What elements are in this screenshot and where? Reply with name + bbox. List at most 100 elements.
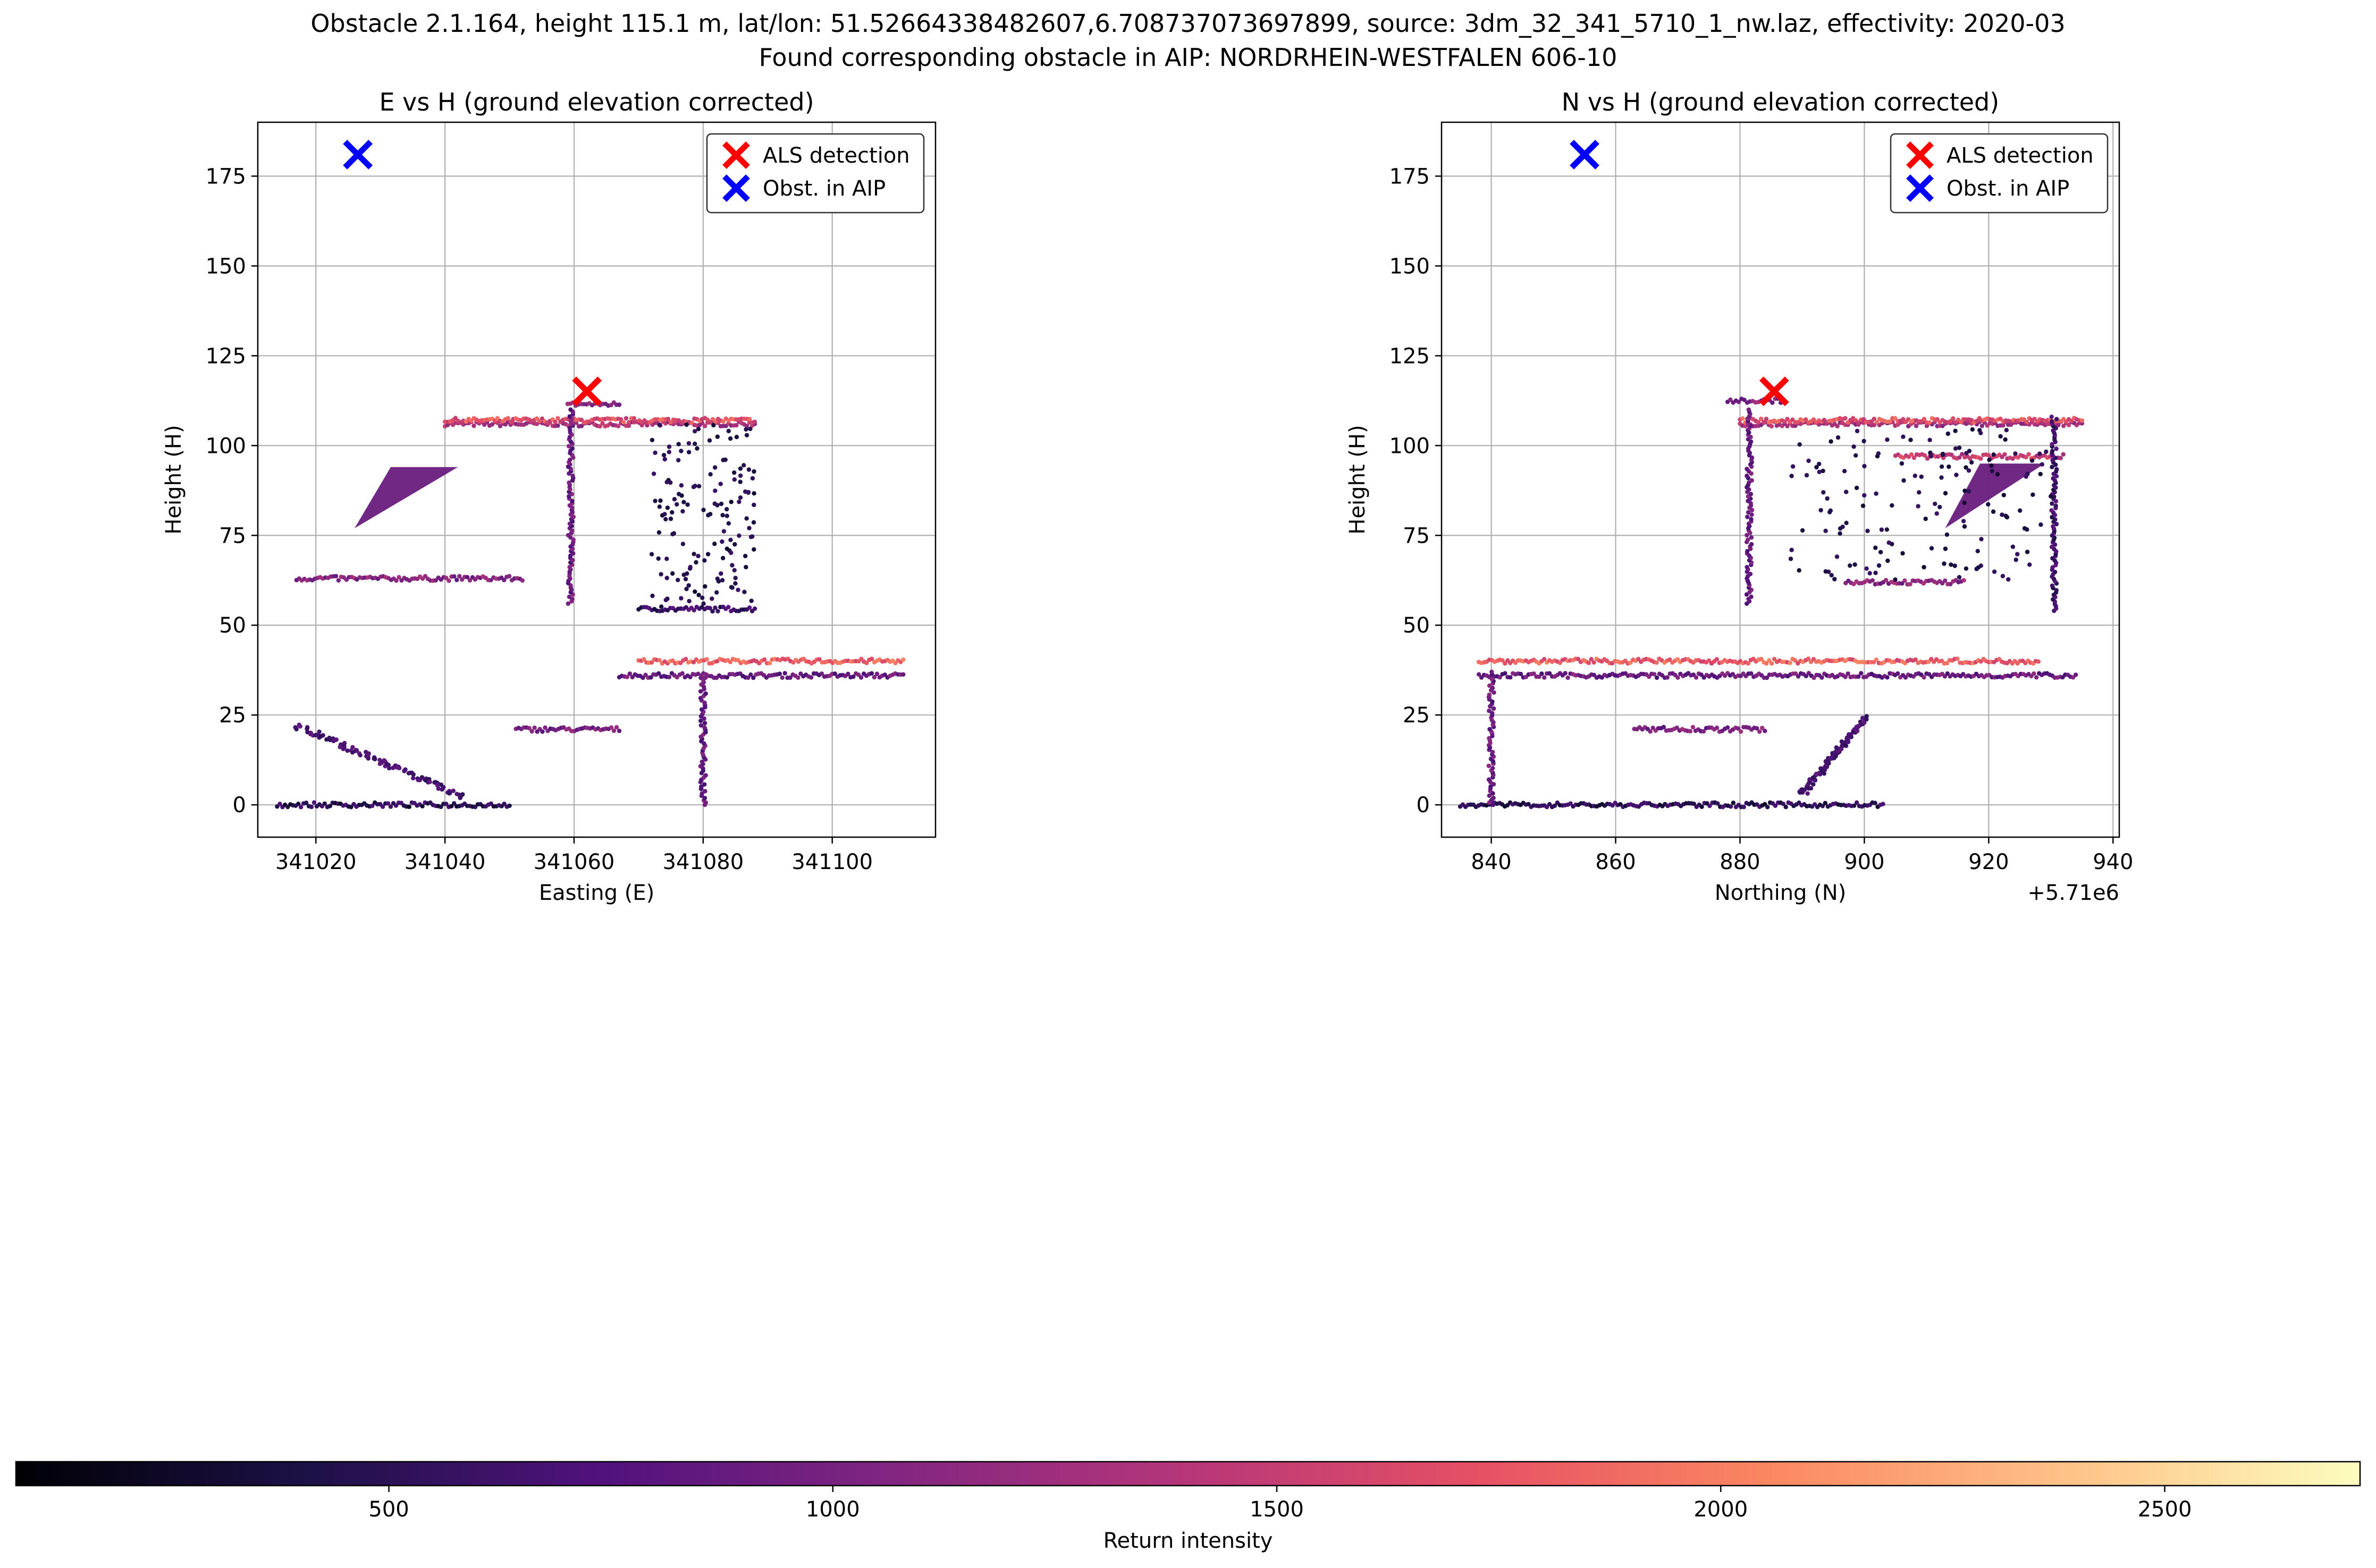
point [726,605,731,610]
point [1542,675,1547,680]
panel-easting: E vs H (ground elevation corrected) 34102… [162,88,937,905]
point [451,788,456,794]
point [1870,578,1875,583]
point [767,661,772,665]
point [670,510,675,515]
point [570,474,575,478]
x-tick-label: 341080 [663,850,744,874]
point [617,402,622,407]
point [724,675,730,680]
point [716,579,721,584]
point [685,502,690,507]
y-tick-label: 25 [1403,703,1430,728]
point [1814,465,1819,470]
point [702,796,707,800]
point [708,512,713,517]
x-tick-label: 860 [1595,850,1636,874]
point [1854,724,1859,729]
point [459,794,464,798]
point [2013,558,2018,562]
point [1944,661,1949,666]
point [670,571,675,576]
point [702,716,706,721]
point [1807,780,1812,786]
x-tick-label: 341100 [791,850,873,874]
point [696,427,701,432]
x-axis-label: Easting (E) [539,881,654,905]
point [1489,669,1494,675]
point [409,770,414,775]
y-tick-label: 0 [1417,793,1430,817]
point [1763,802,1767,807]
colorbar: Return intensity 500 1000 1500 2000 2500 [15,1461,2361,1553]
point [679,449,684,453]
point [435,783,440,788]
point [700,707,704,712]
point [2054,588,2059,593]
point [664,479,669,485]
point [1948,581,1953,587]
point [2024,454,2028,460]
point [680,509,685,514]
point [708,472,713,477]
point [1923,516,1928,521]
point [1929,546,1934,551]
point [1749,671,1754,676]
point [1690,724,1696,730]
point [1843,416,1848,421]
point [705,552,711,557]
point [1855,428,1860,434]
point [1953,446,1958,451]
point [707,438,712,443]
point [1885,675,1890,680]
point [651,471,656,476]
point [439,804,443,810]
point [1861,439,1866,444]
point [1487,727,1492,732]
point [354,748,359,753]
point [1806,656,1811,661]
point [2053,517,2058,522]
point [1862,493,1867,498]
figure-title-line1: Obstacle 2.1.164, height 115.1 m, lat/lo… [310,9,2065,38]
point [728,537,733,542]
point [1725,725,1730,730]
point [465,575,470,580]
point [751,676,756,680]
point [1770,661,1774,666]
point [2003,437,2008,442]
point [1781,802,1785,806]
panel-title: E vs H (ground elevation corrected) [379,88,814,116]
point [700,759,705,764]
point [366,752,370,757]
point [2049,494,2053,499]
legend-box [706,133,925,214]
point [1852,803,1857,808]
x-tick-label: 341040 [405,850,486,874]
point [566,601,571,606]
point [318,734,323,739]
point [327,804,332,808]
point [699,673,704,678]
point [1486,763,1491,769]
point [1937,504,1942,510]
point [1854,800,1859,805]
y-tick-label: 125 [1389,344,1430,368]
point [748,672,753,677]
point [2000,512,2004,517]
point [373,757,377,762]
point [749,598,754,603]
point [720,578,725,583]
point [703,773,708,778]
point [1654,675,1659,680]
point [1490,749,1495,755]
point [1785,424,1790,428]
point [1886,540,1891,545]
panel-northing: N vs H (ground elevation corrected) 840 86… [1345,88,2133,905]
point [1591,660,1596,665]
point [1943,491,1948,496]
point [687,598,692,604]
point [901,657,906,662]
point [1885,558,1890,563]
point [1901,478,1906,483]
